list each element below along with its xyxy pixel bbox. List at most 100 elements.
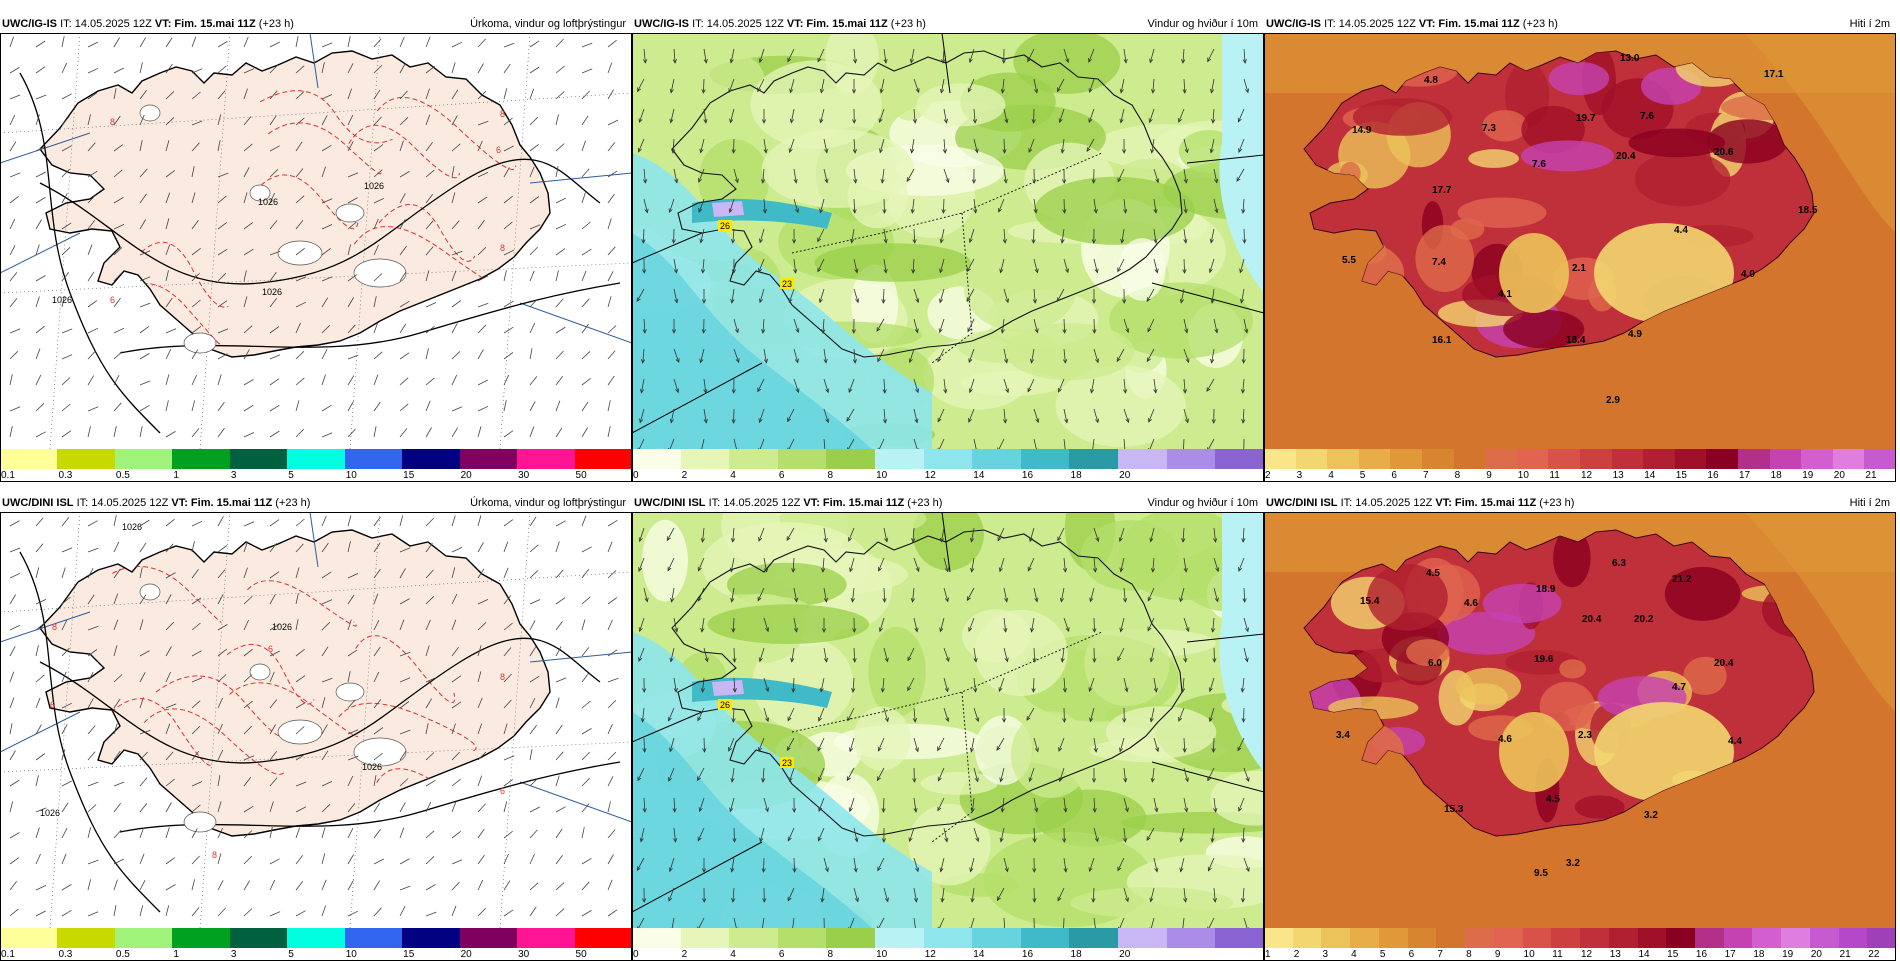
colorbar-tick-label: 4 <box>1351 949 1357 960</box>
lead-time: (+23 h) <box>1523 18 1558 30</box>
map-value-label: 1026 <box>258 197 278 207</box>
colorbar-swatch <box>0 928 57 948</box>
colorbar-swatch <box>402 928 459 948</box>
colorbar-tick-label: 19 <box>1782 949 1793 960</box>
lead-time: (+23 h) <box>259 18 294 30</box>
colorbar-swatch <box>1454 449 1486 469</box>
colorbar-swatch <box>875 449 924 469</box>
map-value-label: 7.6 <box>1640 111 1654 122</box>
map-value-label: 9.5 <box>1534 868 1548 879</box>
map-value-label: 4.8 <box>1424 75 1438 86</box>
colorbar-swatch <box>1810 928 1839 948</box>
colorbar-swatch <box>345 449 402 469</box>
map-value-label: 19.7 <box>1576 113 1596 124</box>
map-value-label: 8 <box>500 243 505 253</box>
colorbar-tick-label: 12 <box>925 470 936 481</box>
colorbar-swatch <box>1580 928 1609 948</box>
colorbar-swatch <box>1021 449 1070 469</box>
map-value-label: 20.4 <box>1582 614 1602 625</box>
colorbar-tick-label: 0.3 <box>58 949 72 960</box>
colorbar-tick-label: 16 <box>1696 949 1707 960</box>
colorbar-tick-label: 16 <box>1707 470 1718 481</box>
run-info: UWC/IG-IS IT: 14.05.2025 12Z VT: Fim. 15… <box>2 15 294 33</box>
panel-wind-ig: UWC/IG-IS IT: 14.05.2025 12Z VT: Fim. 15… <box>632 15 1264 482</box>
map-value-label: 20.2 <box>1634 614 1654 625</box>
map-value-label: 4.9 <box>1628 329 1642 340</box>
colorbar-tick-label: 20 <box>461 470 472 481</box>
map-value-label: 1026 <box>362 762 382 772</box>
colorbar-swatch <box>230 449 287 469</box>
colorbar-tick-label: 11 <box>1552 949 1562 960</box>
map-value-label: 8 <box>500 672 505 682</box>
map-value-label: 8 <box>110 117 115 127</box>
panel-header: UWC/IG-IS IT: 14.05.2025 12Z VT: Fim. 15… <box>632 15 1264 33</box>
colorbar-swatch <box>1738 449 1770 469</box>
colorbar-tick-label: 30 <box>518 470 529 481</box>
colorbar-swatch <box>1548 449 1580 469</box>
colorbar-swatch <box>924 928 973 948</box>
colorbar-tick-label: 9 <box>1495 949 1501 960</box>
colorbar-tick-label: 10 <box>876 949 887 960</box>
map-value-label: 5.5 <box>1342 255 1356 266</box>
colorbar-tick-label: 5 <box>288 949 294 960</box>
colorbar-tick-label: 50 <box>576 470 587 481</box>
colorbar-tick-label: 0.1 <box>1 470 15 481</box>
colorbar-tick-label: 2 <box>1294 949 1300 960</box>
run-info: UWC/DINI ISL IT: 14.05.2025 12Z VT: Fim.… <box>2 494 310 512</box>
map-value-label: 3.4 <box>1336 730 1350 741</box>
colorbar-swatch <box>1485 449 1517 469</box>
colorbar-tick-label: 20 <box>1119 470 1130 481</box>
colorbar-tick-label: 18 <box>1753 949 1764 960</box>
colorbar-swatch <box>729 928 778 948</box>
map-value-label: 1026 <box>262 287 282 297</box>
colorbar-tick-label: 3 <box>1297 470 1303 481</box>
colorbar-swatch <box>826 449 875 469</box>
colorbar-tick-label: 3 <box>231 949 237 960</box>
map-value-label: 1026 <box>122 522 142 532</box>
map-value-label: 17.7 <box>1432 185 1452 196</box>
map-value-label: 20.4 <box>1714 658 1734 669</box>
colorbar-tick-label: 17 <box>1739 470 1750 481</box>
map-value-label: 4.4 <box>1728 736 1742 747</box>
colorbar-swatch <box>1839 928 1868 948</box>
colorbar-swatch <box>778 928 827 948</box>
colorbar-tick-label: 20 <box>1834 470 1845 481</box>
panel-header: UWC/DINI ISL IT: 14.05.2025 12Z VT: Fim.… <box>632 494 1264 512</box>
colorbar-tick-label: 15 <box>403 949 414 960</box>
colorbar-tick-label: 0.1 <box>1 949 15 960</box>
valid-time: VT: Fim. 15.mai 11Z <box>803 497 904 509</box>
colorbar-swatch <box>1118 928 1167 948</box>
map-value-label: 20.4 <box>1616 151 1636 162</box>
colorbar-swatch <box>1695 928 1724 948</box>
model-name: UWC/IG-IS <box>1266 18 1321 30</box>
map-value-label: 7.6 <box>1532 159 1546 170</box>
colorbar-swatch <box>1321 928 1350 948</box>
map-value-label: 6 <box>110 295 115 305</box>
colorbar-swatch <box>517 449 574 469</box>
colorbar-tick-label: 14 <box>1638 949 1649 960</box>
map-value-label: 6 <box>496 145 501 155</box>
map-value-label: 6 <box>50 700 55 710</box>
colorbar-swatch <box>632 449 681 469</box>
panel-wind-dini: UWC/DINI ISL IT: 14.05.2025 12Z VT: Fim.… <box>632 494 1264 961</box>
map-value-label: 3.2 <box>1644 810 1658 821</box>
colorbar-swatch <box>172 449 229 469</box>
colorbar-tick-label: 3 <box>231 470 237 481</box>
map-value-label: 4.6 <box>1464 598 1478 609</box>
colorbar-tick-label: 3 <box>1322 949 1328 960</box>
colorbar-tick-label: 8 <box>1455 470 1461 481</box>
init-time: IT: 14.05.2025 12Z <box>692 18 784 30</box>
colorbar-swatch <box>1215 928 1264 948</box>
colorbar-swatch <box>0 449 57 469</box>
colorbar-tick-label: 20 <box>461 949 472 960</box>
colorbar-tick-label: 12 <box>1581 470 1592 481</box>
colorbar-tick-label: 4 <box>1328 470 1334 481</box>
panel-title: Vindur og hviður í 10m <box>1148 15 1258 33</box>
